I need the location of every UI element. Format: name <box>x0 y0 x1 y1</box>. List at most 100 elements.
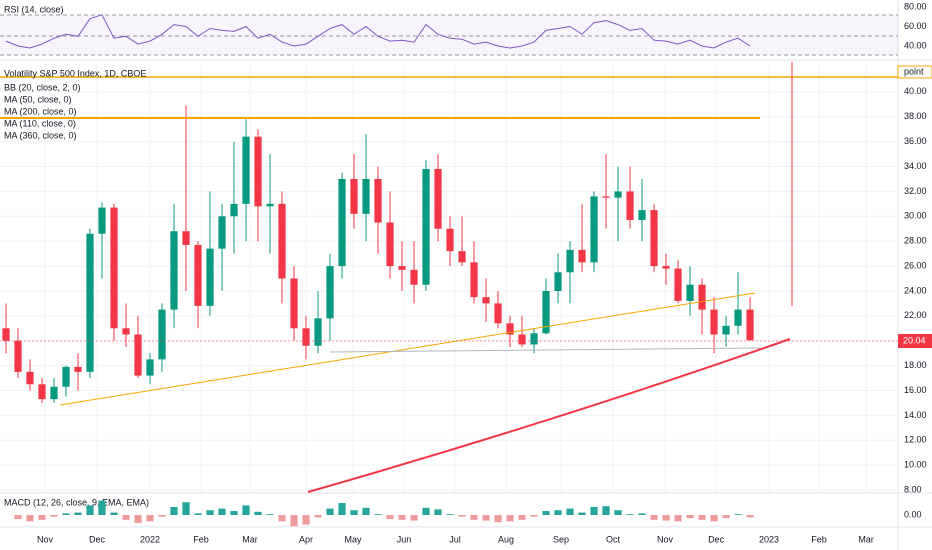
candle-body <box>242 136 250 204</box>
macd-bar <box>110 512 118 515</box>
macd-bar <box>14 515 22 519</box>
macd-bar <box>410 515 418 521</box>
x-tick-label: Jul <box>449 534 461 544</box>
y-tick-label: 80.00 <box>904 1 927 11</box>
macd-bar <box>518 515 526 520</box>
y-tick-label: 28.00 <box>904 236 927 246</box>
candle-body <box>686 284 694 301</box>
candle-body <box>650 210 658 267</box>
x-tick-label: Apr <box>299 534 313 544</box>
macd-bar <box>446 514 454 515</box>
macd-bar <box>350 510 358 515</box>
candle-body <box>578 249 586 263</box>
macd-bar <box>194 513 202 515</box>
macd-bar <box>170 507 178 515</box>
candle-body <box>530 333 538 345</box>
x-tick-label: Sep <box>553 534 569 544</box>
candle-body <box>518 334 526 345</box>
price-tag <box>898 334 932 348</box>
candle-body <box>698 284 706 310</box>
legend-entry: MA (360, close, 0) <box>4 130 77 140</box>
macd-bar <box>386 515 394 519</box>
x-tick-label: May <box>345 534 363 544</box>
macd-bar <box>134 515 142 523</box>
macd-bar <box>398 515 406 520</box>
macd-bar <box>470 515 478 520</box>
candle-body <box>362 178 370 214</box>
candle-body <box>254 136 262 207</box>
drawn-trend <box>59 292 756 406</box>
y-tick-label: 16.00 <box>904 385 927 395</box>
rsi-line <box>5 14 751 49</box>
candle-body <box>146 359 154 376</box>
macd-bar <box>494 515 502 523</box>
macd-bar <box>422 507 430 515</box>
candle-body <box>662 266 670 269</box>
candle-body <box>746 309 754 341</box>
y-tick-label: 12.00 <box>904 435 927 445</box>
macd-bar <box>242 505 250 515</box>
macd-bar <box>530 515 538 517</box>
macd-bar <box>650 515 658 520</box>
y-tick-label: 40.00 <box>904 40 927 50</box>
candle-body <box>74 366 82 372</box>
candle-body <box>50 386 58 400</box>
macd-bar <box>50 515 58 517</box>
macd-bar <box>578 512 586 515</box>
legend-entry: MA (110, close, 0) <box>4 118 76 128</box>
y-tick-label: 26.00 <box>904 260 927 270</box>
macd-bar <box>590 507 598 515</box>
x-tick-label: Mar <box>242 534 258 544</box>
candle-body <box>290 278 298 329</box>
x-tick-label: Oct <box>606 534 621 544</box>
x-tick-label: Nov <box>657 534 674 544</box>
macd-bar <box>62 513 70 515</box>
candle-body <box>326 266 334 319</box>
candle-body <box>602 196 610 198</box>
candle-body <box>434 169 442 229</box>
macd-bar <box>374 514 382 515</box>
macd-bar <box>38 515 46 520</box>
x-tick-label: Feb <box>811 534 827 544</box>
candle-body <box>350 178 358 214</box>
candle-body <box>206 248 214 306</box>
macd-bar <box>722 515 730 519</box>
candle-body <box>626 191 634 221</box>
candle-body <box>710 309 718 335</box>
y-tick-label: 22.00 <box>904 310 927 320</box>
candle-body <box>506 323 514 335</box>
annotation-tag <box>897 65 932 79</box>
macd-bar <box>746 515 754 518</box>
candle-body <box>134 334 142 376</box>
candle-body <box>566 249 574 273</box>
x-tick-label: Nov <box>37 534 54 544</box>
macd-bar <box>230 511 238 515</box>
macd-bar <box>158 515 166 517</box>
macd-bar <box>266 514 274 515</box>
y-tick-label: 30.00 <box>904 211 927 221</box>
candle-body <box>14 340 22 372</box>
candle-body <box>542 290 550 334</box>
macd-bar <box>278 515 286 522</box>
y-tick-label: 34.00 <box>904 161 927 171</box>
macd-bar <box>326 508 334 515</box>
drawn-trend <box>329 347 761 353</box>
macd-bar <box>302 515 310 525</box>
candle-body <box>482 297 490 304</box>
macd-bar <box>26 515 34 522</box>
y-tick-label: 0.00 <box>904 509 922 519</box>
annotation: point <box>904 66 924 76</box>
rsi-title: RSI (14, close) <box>4 4 64 14</box>
legend-entry: MA (200, close, 0) <box>4 106 77 116</box>
legend-entry: BB (20, close, 2, 0) <box>4 82 81 92</box>
candle-body <box>2 328 10 341</box>
candle-body <box>494 303 502 324</box>
y-tick-label: 24.00 <box>904 285 927 295</box>
candle-body <box>638 210 646 221</box>
macd-bar <box>710 515 718 522</box>
candle-body <box>110 207 118 329</box>
candle-body <box>278 203 286 279</box>
x-tick-label: Jun <box>397 534 412 544</box>
legend-entry: MA (50, close, 0) <box>4 94 72 104</box>
